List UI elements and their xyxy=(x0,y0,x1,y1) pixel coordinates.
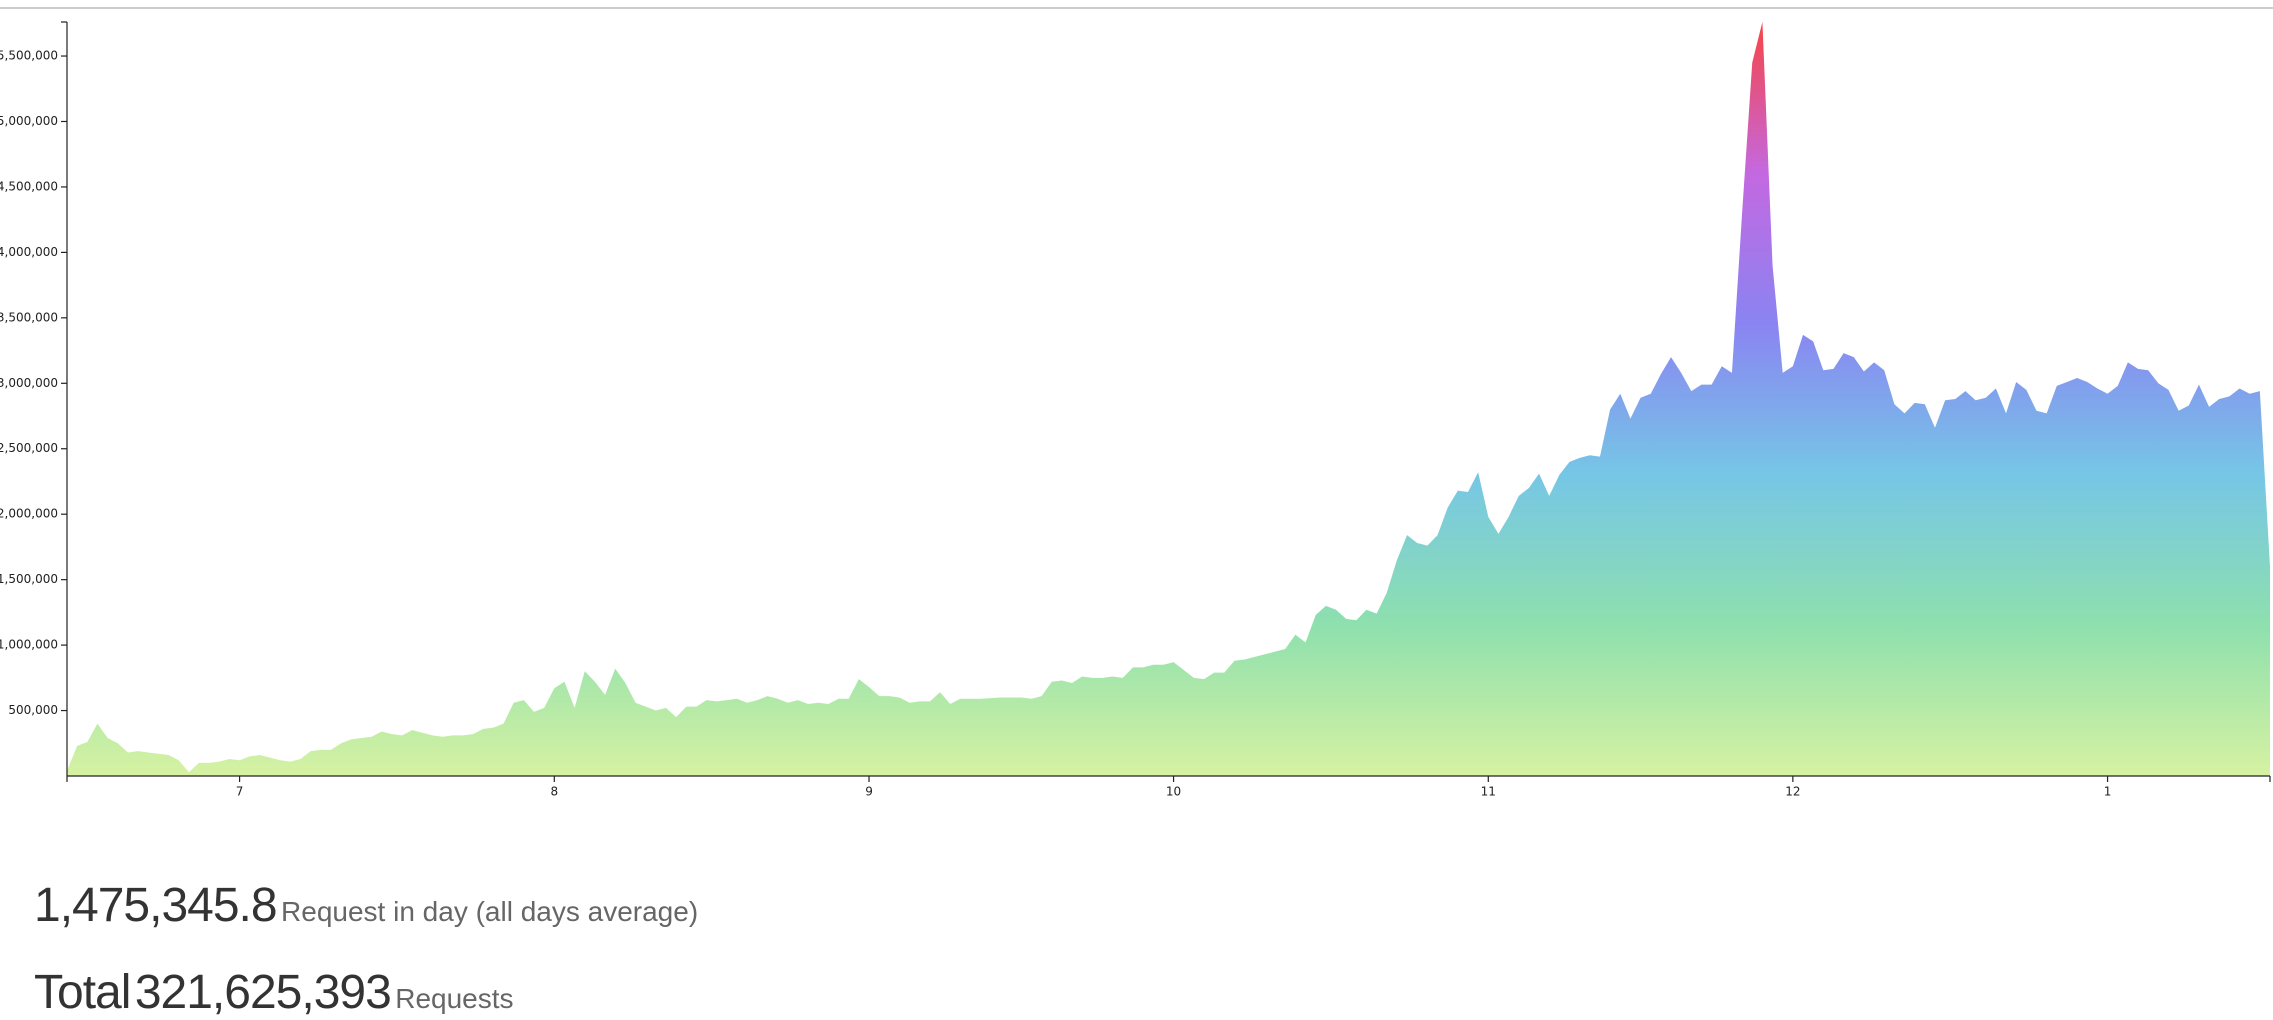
y-tick-label: 5,500,000 xyxy=(0,49,58,63)
y-tick-label: 5,000,000 xyxy=(0,114,58,128)
total-value: 321,625,393 xyxy=(134,966,392,1019)
x-tick-label: 7 xyxy=(236,785,244,799)
y-tick-label: 1,000,000 xyxy=(0,638,58,652)
average-row: 1,475,345.8 Request in day (all days ave… xyxy=(34,878,698,933)
y-tick-label: 2,500,000 xyxy=(0,441,58,455)
average-label: Request in day (all days average) xyxy=(281,896,699,927)
chart: 500,000 1,000,000 1,500,000 2,000,000 2,500,… xyxy=(0,7,2273,799)
x-tick-label: 8 xyxy=(550,785,558,799)
x-tick-label: 1 xyxy=(2104,785,2112,799)
y-tick-label: 4,000,000 xyxy=(0,245,58,259)
y-tick-label: 3,000,000 xyxy=(0,376,58,390)
y-tick-label: 2,000,000 xyxy=(0,507,58,521)
x-tick-label: 10 xyxy=(1166,785,1181,799)
average-value: 1,475,345.8 xyxy=(34,879,278,932)
y-tick-label: 500,000 xyxy=(8,703,58,717)
x-tick-label: 9 xyxy=(865,785,873,799)
x-tick-label: 11 xyxy=(1481,785,1496,799)
total-row: Total 321,625,393 Requests xyxy=(34,965,514,1020)
y-tick-label: 3,500,000 xyxy=(0,310,58,324)
area xyxy=(67,22,2270,776)
x-tick-label: 12 xyxy=(1785,785,1800,799)
y-tick-label: 1,500,000 xyxy=(0,572,58,586)
total-label: Total xyxy=(34,966,131,1019)
total-unit: Requests xyxy=(395,983,514,1014)
y-tick-label: 4,500,000 xyxy=(0,179,58,193)
